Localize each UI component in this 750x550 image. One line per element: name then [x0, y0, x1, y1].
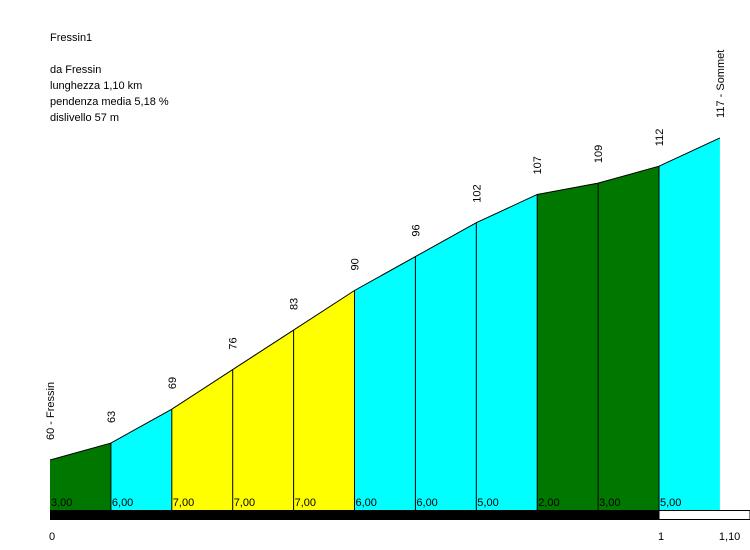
gradient-label: 6,00 [356, 497, 377, 509]
gradient-label: 5,00 [660, 497, 681, 509]
profile-segment-4 [232, 330, 294, 510]
profile-segment-1 [50, 443, 111, 510]
chart-title: Fressin1 [50, 32, 93, 44]
elevation-label: 60 - Fressin [45, 382, 57, 440]
gradient-label: 2,00 [538, 497, 559, 509]
gradient-label: 7,00 [173, 497, 194, 509]
gradient-label: 7,00 [234, 497, 255, 509]
profile-segment-8 [476, 194, 538, 510]
profile-segment-3 [171, 369, 233, 510]
elevation-label: 102 [471, 184, 483, 202]
gradient-label: 3,00 [599, 497, 620, 509]
x-tick-label: 0 [49, 531, 55, 543]
elevation-label: 90 [350, 258, 362, 270]
elevation-label: 76 [228, 337, 240, 349]
gradient-label: 6,00 [416, 497, 437, 509]
x-tick-label: 1 [658, 531, 664, 543]
elevation-label: 83 [289, 298, 301, 310]
elevation-label: 109 [593, 145, 605, 163]
gradient-label: 3,00 [51, 497, 72, 509]
profile-segment-7 [415, 222, 477, 510]
info-length: lunghezza 1,10 km [50, 80, 143, 92]
elevation-label: 112 [654, 129, 666, 147]
profile-segment-6 [354, 256, 416, 510]
distance-bar-partial [658, 510, 750, 520]
profile-outline [49, 137, 721, 461]
info-start: da Fressin [50, 64, 102, 76]
profile-segment-10 [598, 166, 659, 510]
gradient-label: 6,00 [112, 497, 133, 509]
profile-segment-2 [110, 409, 172, 510]
gradient-label: 7,00 [295, 497, 316, 509]
info-avg-gradient: pendenza media 5,18 % [50, 96, 169, 108]
x-tick-label: 1,10 [719, 531, 740, 543]
gradient-label: 5,00 [477, 497, 498, 509]
profile-segment-5 [293, 290, 355, 510]
elevation-label: 107 [532, 156, 544, 174]
profile-segment-11 [659, 137, 720, 510]
elevation-label: 96 [410, 224, 422, 236]
distance-bar-km-1 [50, 510, 659, 520]
info-block: Fressin1 da Fressin lunghezza 1,10 km pe… [50, 30, 169, 126]
elevation-label: 63 [106, 411, 118, 423]
profile-segment-9 [537, 183, 599, 510]
info-elevation-gain: dislivello 57 m [50, 112, 120, 124]
elevation-label: 69 [167, 377, 179, 389]
elevation-label: 117 - Sommet [715, 50, 727, 118]
